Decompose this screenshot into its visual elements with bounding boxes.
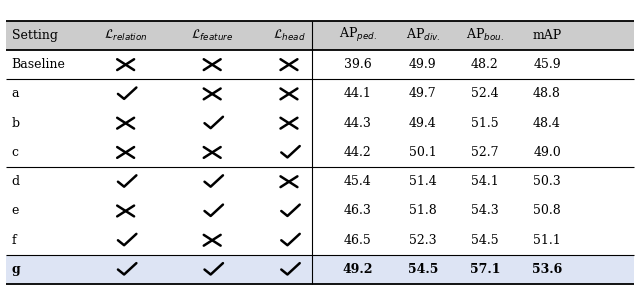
- Text: 54.5: 54.5: [471, 234, 499, 247]
- Text: 51.4: 51.4: [409, 175, 436, 188]
- Bar: [6, 21, 634, 50]
- Text: mAP: mAP: [532, 29, 562, 42]
- Text: AP$_{bou.}$: AP$_{bou.}$: [466, 27, 504, 44]
- Text: 50.8: 50.8: [533, 205, 561, 218]
- Text: 52.3: 52.3: [409, 234, 436, 247]
- Text: $\mathcal{L}_{head}$: $\mathcal{L}_{head}$: [273, 28, 305, 43]
- Text: 49.9: 49.9: [409, 58, 436, 71]
- Text: 48.4: 48.4: [533, 117, 561, 130]
- Text: 48.8: 48.8: [533, 87, 561, 100]
- Text: 49.0: 49.0: [533, 146, 561, 159]
- Text: 51.8: 51.8: [409, 205, 436, 218]
- Text: AP$_{ped.}$: AP$_{ped.}$: [339, 26, 376, 44]
- Text: AP$_{div.}$: AP$_{div.}$: [406, 27, 440, 44]
- Text: 53.6: 53.6: [532, 263, 562, 276]
- Text: g: g: [12, 263, 20, 276]
- Text: 57.1: 57.1: [470, 263, 500, 276]
- Text: 54.1: 54.1: [471, 175, 499, 188]
- Text: Setting: Setting: [12, 29, 58, 42]
- Text: 51.1: 51.1: [533, 234, 561, 247]
- Text: 44.2: 44.2: [344, 146, 371, 159]
- Text: 54.3: 54.3: [471, 205, 499, 218]
- Text: 45.4: 45.4: [344, 175, 371, 188]
- Text: $\mathcal{L}_{feature}$: $\mathcal{L}_{feature}$: [191, 28, 234, 43]
- Text: 44.3: 44.3: [344, 117, 371, 130]
- Text: 49.4: 49.4: [409, 117, 436, 130]
- Text: 49.7: 49.7: [409, 87, 436, 100]
- Text: Baseline: Baseline: [12, 58, 65, 71]
- Text: 50.3: 50.3: [533, 175, 561, 188]
- Text: 39.6: 39.6: [344, 58, 371, 71]
- Text: 51.5: 51.5: [471, 117, 499, 130]
- Text: 54.5: 54.5: [408, 263, 438, 276]
- Text: b: b: [12, 117, 20, 130]
- Text: 46.5: 46.5: [344, 234, 371, 247]
- Text: e: e: [12, 205, 19, 218]
- Text: $\mathcal{L}_{relation}$: $\mathcal{L}_{relation}$: [104, 28, 147, 43]
- Text: 45.9: 45.9: [533, 58, 561, 71]
- Text: c: c: [12, 146, 19, 159]
- Text: 49.2: 49.2: [342, 263, 373, 276]
- Text: 50.1: 50.1: [409, 146, 436, 159]
- Text: 44.1: 44.1: [344, 87, 371, 100]
- Text: d: d: [12, 175, 20, 188]
- Text: 52.7: 52.7: [471, 146, 499, 159]
- Text: 48.2: 48.2: [471, 58, 499, 71]
- Bar: [6, 255, 634, 284]
- Text: 46.3: 46.3: [344, 205, 371, 218]
- Text: 52.4: 52.4: [471, 87, 499, 100]
- Text: a: a: [12, 87, 19, 100]
- Text: f: f: [12, 234, 16, 247]
